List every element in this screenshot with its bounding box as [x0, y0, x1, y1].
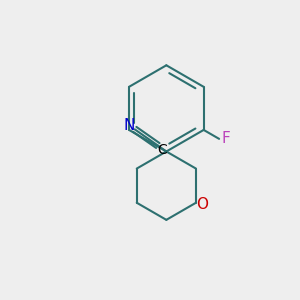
Text: C: C	[158, 143, 167, 157]
Text: O: O	[196, 197, 208, 212]
Text: N: N	[124, 118, 135, 133]
Text: F: F	[221, 131, 230, 146]
